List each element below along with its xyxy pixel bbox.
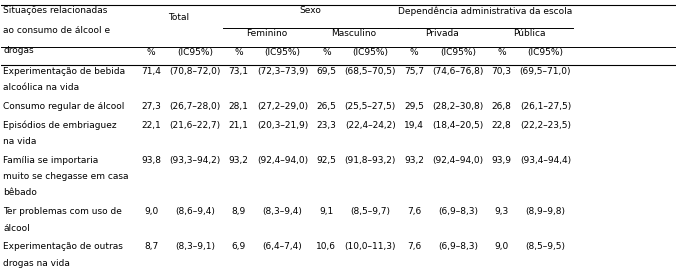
Text: (8,5–9,5): (8,5–9,5) [525, 242, 565, 252]
Text: 75,7: 75,7 [404, 67, 424, 76]
Text: Feminino: Feminino [246, 29, 287, 38]
Text: Ter problemas com uso de: Ter problemas com uso de [3, 207, 123, 216]
Text: (8,9–9,8): (8,9–9,8) [525, 207, 565, 216]
Text: 70,3: 70,3 [492, 67, 512, 76]
Text: 22,1: 22,1 [141, 120, 161, 129]
Text: drogas na vida: drogas na vida [3, 259, 70, 268]
Text: 93,9: 93,9 [492, 156, 512, 165]
Text: 71,4: 71,4 [141, 67, 161, 76]
Text: 93,8: 93,8 [141, 156, 161, 165]
Text: (25,5–27,5): (25,5–27,5) [345, 102, 396, 111]
Text: (28,2–30,8): (28,2–30,8) [432, 102, 483, 111]
Text: 7,6: 7,6 [407, 242, 421, 252]
Text: Episódios de embriaguez: Episódios de embriaguez [3, 120, 117, 130]
Text: 73,1: 73,1 [229, 67, 248, 76]
Text: alcoólica na vida: alcoólica na vida [3, 83, 79, 92]
Text: (8,5–9,7): (8,5–9,7) [350, 207, 390, 216]
Text: 26,5: 26,5 [316, 102, 336, 111]
Text: Experimentação de outras: Experimentação de outras [3, 242, 123, 252]
Text: (8,3–9,4): (8,3–9,4) [263, 207, 303, 216]
Text: 69,5: 69,5 [316, 67, 336, 76]
Text: 22,8: 22,8 [492, 120, 512, 129]
Text: (IC95%): (IC95%) [527, 48, 563, 57]
Text: bêbado: bêbado [3, 188, 37, 197]
Text: 27,3: 27,3 [141, 102, 161, 111]
Text: Experimentação de bebida: Experimentação de bebida [3, 67, 125, 76]
Text: 7,6: 7,6 [407, 207, 421, 216]
Text: 93,2: 93,2 [404, 156, 424, 165]
Text: 93,2: 93,2 [229, 156, 248, 165]
Text: 21,1: 21,1 [229, 120, 248, 129]
Text: Sexo: Sexo [299, 6, 321, 16]
Text: (22,2–23,5): (22,2–23,5) [520, 120, 571, 129]
Text: (72,3–73,9): (72,3–73,9) [257, 67, 308, 76]
Text: Privada: Privada [424, 29, 458, 38]
Text: 6,9: 6,9 [232, 242, 246, 252]
Text: Pública: Pública [513, 29, 546, 38]
Text: 19,4: 19,4 [404, 120, 424, 129]
Text: %: % [147, 48, 156, 57]
Text: (92,4–94,0): (92,4–94,0) [433, 156, 483, 165]
Text: (6,9–8,3): (6,9–8,3) [438, 242, 478, 252]
Text: 29,5: 29,5 [404, 102, 424, 111]
Text: Situações relacionadas: Situações relacionadas [3, 6, 108, 16]
Text: (26,1–27,5): (26,1–27,5) [520, 102, 571, 111]
Text: (91,8–93,2): (91,8–93,2) [345, 156, 396, 165]
Text: (93,3–94,2): (93,3–94,2) [169, 156, 221, 165]
Text: 23,3: 23,3 [316, 120, 336, 129]
Text: %: % [234, 48, 243, 57]
Text: ao consumo de álcool e: ao consumo de álcool e [3, 26, 110, 35]
Text: (IC95%): (IC95%) [440, 48, 476, 57]
Text: (6,9–8,3): (6,9–8,3) [438, 207, 478, 216]
Text: (IC95%): (IC95%) [352, 48, 388, 57]
Text: (IC95%): (IC95%) [265, 48, 301, 57]
Text: (8,3–9,1): (8,3–9,1) [175, 242, 215, 252]
Text: na vida: na vida [3, 137, 37, 146]
Text: 9,0: 9,0 [144, 207, 158, 216]
Text: (68,5–70,5): (68,5–70,5) [345, 67, 396, 76]
Text: (8,6–9,4): (8,6–9,4) [175, 207, 215, 216]
Text: (10,0–11,3): (10,0–11,3) [345, 242, 396, 252]
Text: (27,2–29,0): (27,2–29,0) [257, 102, 308, 111]
Text: 9,0: 9,0 [494, 242, 509, 252]
Text: 10,6: 10,6 [316, 242, 336, 252]
Text: muito se chegasse em casa: muito se chegasse em casa [3, 172, 129, 181]
Text: (21,6–22,7): (21,6–22,7) [169, 120, 221, 129]
Text: Total: Total [168, 13, 190, 22]
Text: (20,3–21,9): (20,3–21,9) [257, 120, 308, 129]
Text: 26,8: 26,8 [492, 102, 512, 111]
Text: Família se importaria: Família se importaria [3, 156, 99, 165]
Text: 8,9: 8,9 [232, 207, 246, 216]
Text: (93,4–94,4): (93,4–94,4) [520, 156, 571, 165]
Text: (92,4–94,0): (92,4–94,0) [257, 156, 308, 165]
Text: %: % [410, 48, 418, 57]
Text: 8,7: 8,7 [144, 242, 158, 252]
Text: drogas: drogas [3, 46, 34, 55]
Text: Consumo regular de álcool: Consumo regular de álcool [3, 102, 125, 111]
Text: (22,4–24,2): (22,4–24,2) [345, 120, 395, 129]
Text: Dependência administrativa da escola: Dependência administrativa da escola [398, 6, 573, 16]
Text: (26,7–28,0): (26,7–28,0) [169, 102, 221, 111]
Text: %: % [498, 48, 506, 57]
Text: (6,4–7,4): (6,4–7,4) [263, 242, 303, 252]
Text: 9,1: 9,1 [320, 207, 334, 216]
Text: (18,4–20,5): (18,4–20,5) [432, 120, 483, 129]
Text: 9,3: 9,3 [494, 207, 509, 216]
Text: (69,5–71,0): (69,5–71,0) [520, 67, 571, 76]
Text: (70,8–72,0): (70,8–72,0) [169, 67, 221, 76]
Text: Masculino: Masculino [332, 29, 376, 38]
Text: 92,5: 92,5 [316, 156, 336, 165]
Text: %: % [322, 48, 330, 57]
Text: álcool: álcool [3, 224, 30, 233]
Text: (74,6–76,8): (74,6–76,8) [432, 67, 483, 76]
Text: 28,1: 28,1 [229, 102, 248, 111]
Text: (IC95%): (IC95%) [177, 48, 213, 57]
